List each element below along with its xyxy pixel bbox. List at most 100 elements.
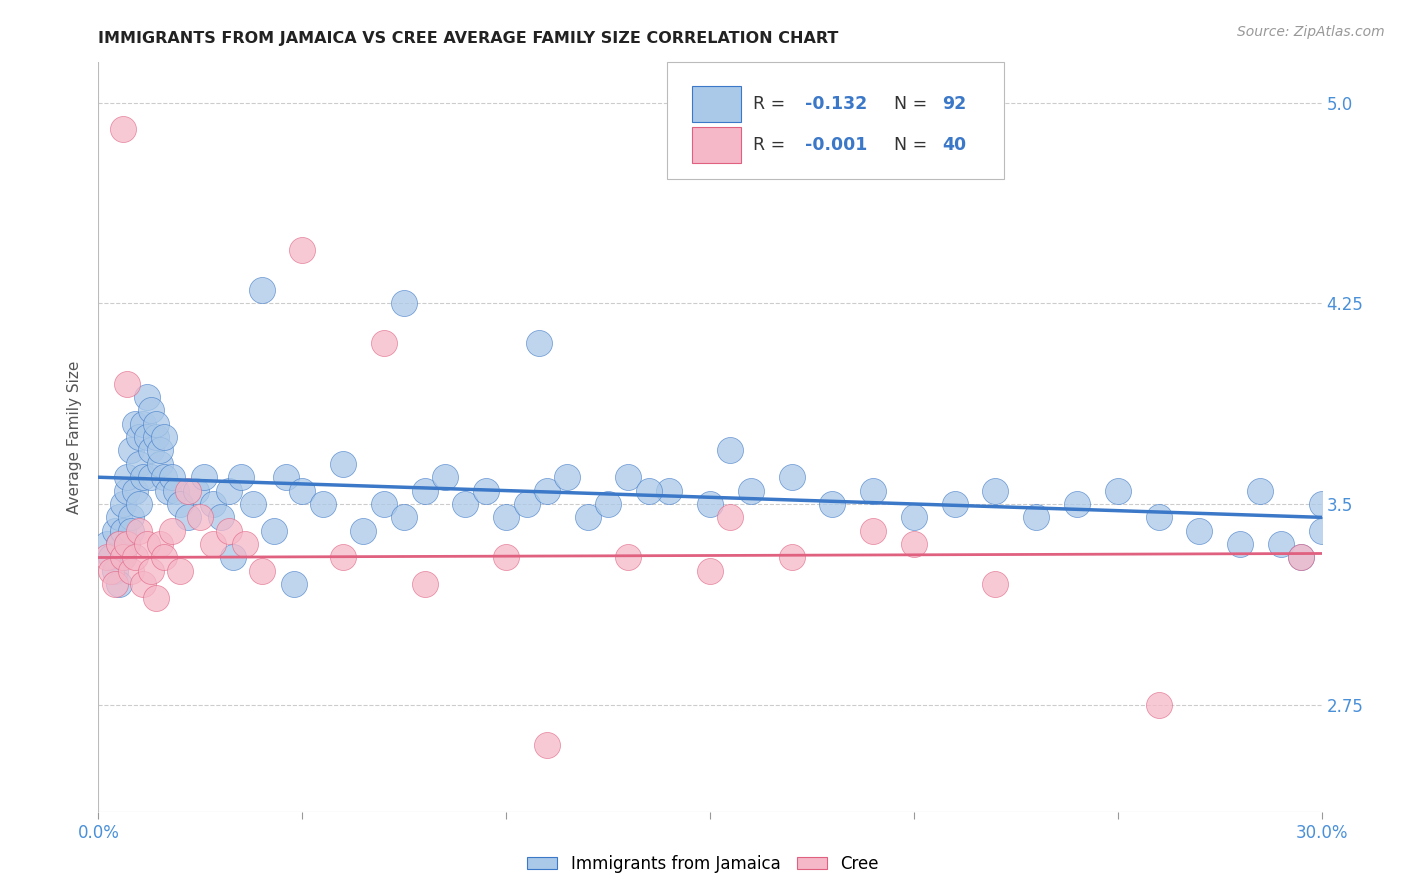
Point [1310,497,1333,511]
Point [104,564,127,578]
Point [862,483,884,498]
Point [598,497,620,511]
Point [943,497,966,511]
Point [454,497,477,511]
Point [218,483,240,498]
Point [1025,510,1047,524]
Point [152,550,174,565]
Point [120,443,142,458]
Point [1147,698,1170,712]
Point [115,376,138,391]
Point [132,417,155,431]
Point [718,443,742,458]
Point [242,497,264,511]
Point [780,550,803,565]
Point [120,510,142,524]
Point [699,497,721,511]
Point [516,497,538,511]
Point [352,524,374,538]
Point [576,510,599,524]
Point [1291,550,1313,565]
Point [1107,483,1129,498]
Point [250,564,273,578]
Point [115,537,138,551]
Point [373,336,395,351]
Point [862,524,884,538]
Point [124,550,146,565]
Point [149,457,172,471]
Point [132,470,155,484]
Point [193,470,215,484]
Point [152,470,174,484]
Text: N =: N = [893,95,932,112]
Point [250,283,273,297]
Point [141,564,163,578]
Point [373,497,395,511]
Point [111,550,134,565]
Point [413,483,436,498]
Point [274,470,297,484]
Point [699,564,721,578]
Point [111,497,134,511]
Point [128,430,150,444]
Point [495,550,517,565]
Text: N =: N = [893,136,932,153]
Point [291,243,314,257]
Point [201,497,224,511]
Point [108,510,131,524]
Point [231,470,253,484]
Point [124,483,146,498]
Point [658,483,681,498]
Point [413,577,436,591]
Point [136,537,159,551]
Point [1147,510,1170,524]
Point [1249,483,1271,498]
Point [312,497,335,511]
Text: -0.001: -0.001 [806,136,868,153]
Point [169,497,191,511]
Point [527,336,550,351]
Point [152,430,174,444]
Bar [692,127,741,163]
Point [291,483,314,498]
Point [111,550,134,565]
Point [160,470,183,484]
Point [169,564,191,578]
Point [96,550,118,565]
Text: -0.132: -0.132 [806,95,868,112]
Point [136,390,159,404]
Point [1229,537,1251,551]
Point [160,524,183,538]
Point [617,470,640,484]
Legend: Immigrants from Jamaica, Cree: Immigrants from Jamaica, Cree [520,848,886,880]
Text: Source: ZipAtlas.com: Source: ZipAtlas.com [1237,25,1385,39]
Point [177,510,200,524]
Point [740,483,762,498]
Point [124,417,146,431]
Point [903,537,925,551]
Point [111,524,134,538]
Point [100,550,122,565]
Point [233,537,256,551]
Point [903,510,925,524]
Point [136,430,159,444]
Point [111,122,134,136]
Point [283,577,305,591]
Point [637,483,661,498]
Point [222,550,245,565]
Point [209,510,232,524]
Point [128,497,150,511]
Point [100,564,122,578]
Point [218,524,240,538]
Point [115,537,138,551]
Point [186,483,208,498]
Point [132,577,155,591]
Point [156,483,179,498]
Point [332,457,354,471]
Point [115,470,138,484]
FancyBboxPatch shape [668,62,1004,178]
Point [128,457,150,471]
Point [188,510,212,524]
Point [145,417,167,431]
Point [821,497,844,511]
